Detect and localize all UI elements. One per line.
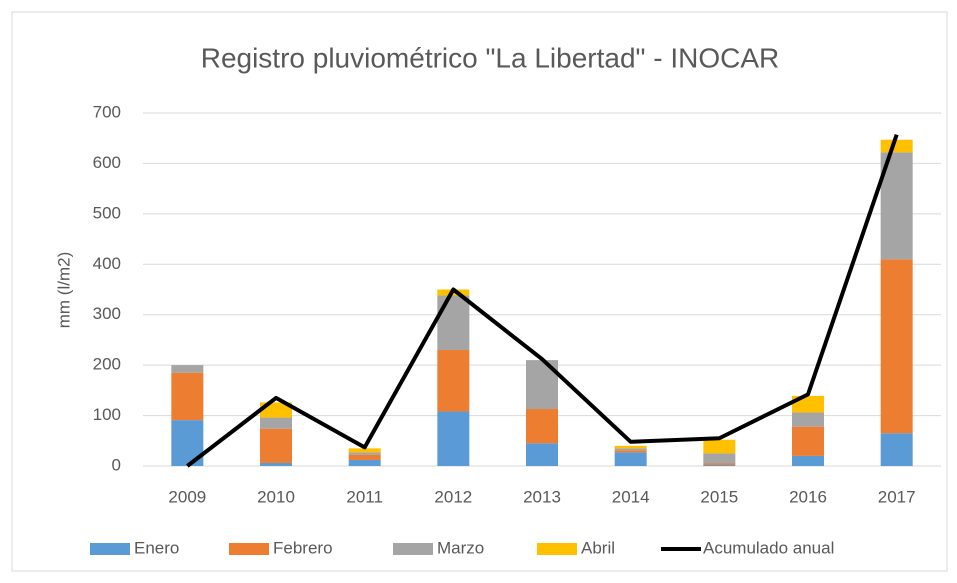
bar-segment	[703, 439, 736, 454]
bar-segment	[348, 448, 381, 453]
x-tick-label: 2015	[700, 487, 738, 506]
y-tick-label: 100	[93, 405, 121, 424]
bar-segment	[526, 443, 558, 466]
legend-label: Enero	[134, 538, 179, 557]
x-tick-label: 2016	[789, 487, 827, 506]
x-tick-label: 2009	[168, 487, 206, 506]
bar-segment	[614, 448, 647, 451]
legend-label: Abril	[581, 538, 615, 557]
bar-segment	[260, 428, 292, 463]
bar-segment	[703, 463, 736, 465]
bar-segment	[703, 453, 736, 464]
bar-segment	[880, 259, 913, 434]
bar-segment	[880, 433, 913, 466]
chart-border	[11, 11, 948, 572]
bar-segment	[792, 455, 824, 466]
legend-swatch	[90, 543, 130, 555]
bar-segment	[703, 464, 736, 466]
bar-segment	[880, 139, 913, 153]
bar-segment	[614, 445, 647, 449]
y-tick-label: 400	[93, 254, 121, 273]
legend-swatch	[537, 543, 577, 555]
y-tick-label: 200	[93, 355, 121, 374]
y-axis-label: mm (l/m2)	[54, 252, 73, 328]
bar-segment	[348, 454, 381, 460]
x-tick-label: 2011	[346, 487, 383, 506]
y-tick-label: 600	[93, 153, 121, 172]
x-tick-label: 2010	[257, 487, 295, 506]
legend-swatch	[393, 543, 433, 555]
bar-segment	[260, 417, 292, 429]
line-series	[186, 134, 899, 468]
legend-label: Acumulado anual	[703, 538, 834, 557]
y-tick-label: 0	[112, 455, 121, 474]
x-tick-label: 2012	[434, 487, 472, 506]
bar-segment	[614, 450, 647, 453]
x-tick-label: 2017	[878, 487, 916, 506]
y-tick-label: 500	[93, 203, 121, 222]
bar-segment	[348, 459, 381, 466]
bar-segment	[792, 426, 824, 456]
bar-segment	[526, 409, 558, 444]
bar-segment	[792, 412, 824, 427]
y-tick-label: 300	[93, 304, 121, 323]
y-tick-label: 700	[93, 102, 121, 121]
x-tick-label: 2014	[612, 487, 650, 506]
bar-segment	[437, 295, 470, 351]
x-tick-label: 2013	[523, 487, 561, 506]
chart-title: Registro pluviométrico "La Libertad" - I…	[201, 42, 780, 73]
bar-segment	[171, 365, 204, 373]
bar-segment	[171, 372, 204, 421]
bar-segment	[260, 462, 292, 466]
bar-segment	[614, 452, 647, 466]
bar-segment	[437, 411, 470, 466]
bar-segment	[348, 452, 381, 455]
legend-swatch	[229, 543, 269, 555]
legend-label: Febrero	[273, 538, 333, 557]
legend-label: Marzo	[437, 538, 484, 557]
bar-segment	[437, 350, 470, 412]
